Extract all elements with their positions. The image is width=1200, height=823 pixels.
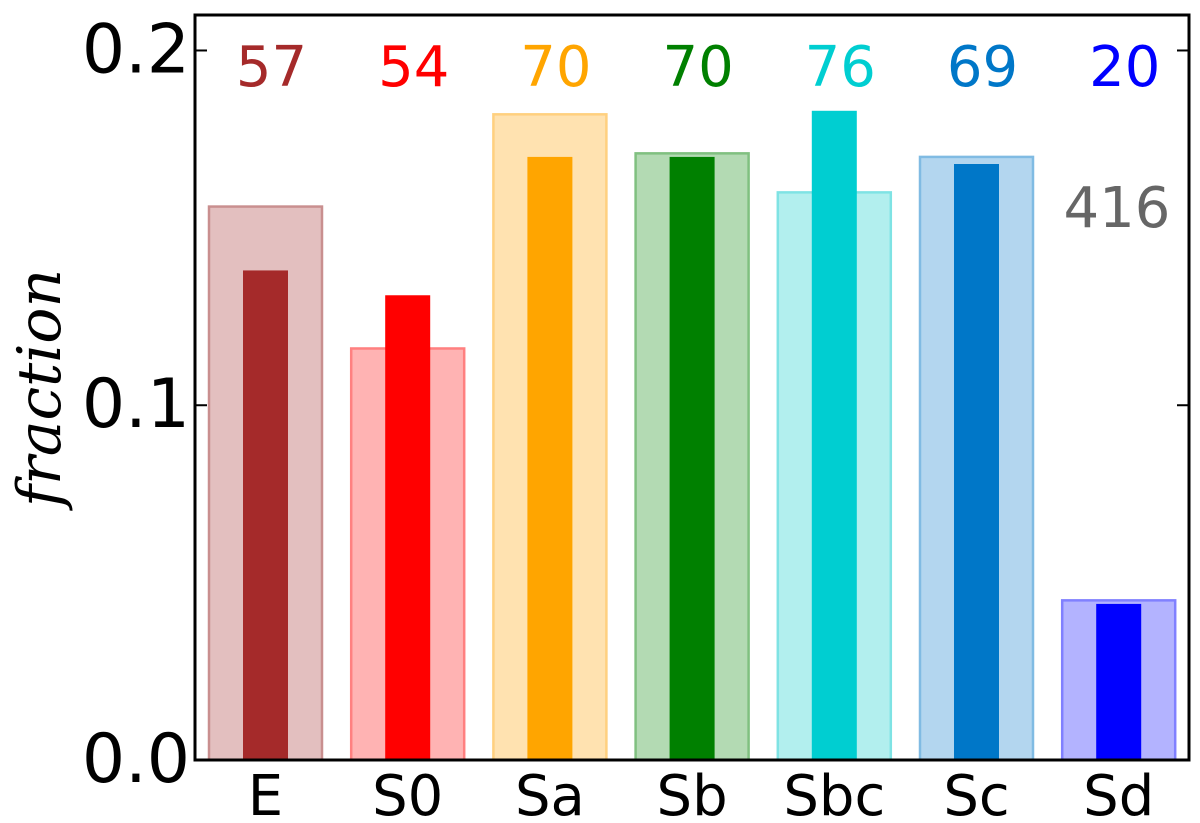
count-label: 20	[1089, 35, 1160, 100]
y-axis-ticks: 0.0 0.1 0.2	[82, 10, 1189, 799]
y-tick-label: 0.0	[82, 720, 190, 799]
x-tick-label: Sd	[1083, 764, 1154, 823]
solid-bars-group	[243, 110, 1142, 761]
count-label: 57	[236, 35, 307, 100]
solid-bar-sc	[954, 164, 999, 760]
x-tick-label: Sc	[943, 764, 1009, 823]
y-axis-label: fraction	[5, 269, 75, 511]
plot-frame	[193, 13, 1191, 762]
solid-bar-sb	[669, 156, 715, 760]
x-axis-labels: E S0 Sa Sb Sbc Sc Sd	[248, 764, 1154, 823]
solid-bar-sa	[527, 156, 573, 760]
solid-bar-s0	[385, 295, 431, 760]
x-tick-label: E	[248, 764, 283, 823]
y-tick-label: 0.1	[82, 365, 190, 444]
count-label: 76	[805, 35, 876, 100]
x-tick-label: Sbc	[783, 764, 885, 823]
y-tick-label: 0.2	[82, 10, 190, 89]
solid-bar-sd	[1096, 603, 1142, 760]
solid-bar-sbc	[811, 110, 857, 761]
x-tick-label: S0	[372, 764, 443, 823]
count-label: 70	[662, 35, 733, 100]
count-label: 70	[520, 35, 591, 100]
count-label: 69	[947, 35, 1018, 100]
solid-bar-e	[243, 270, 288, 760]
count-labels: 57 54 70 70 76 69 20	[236, 35, 1160, 100]
count-label: 54	[378, 35, 449, 100]
x-tick-label: Sa	[515, 764, 585, 823]
total-count-label: 416	[1064, 176, 1171, 241]
x-tick-label: Sb	[657, 764, 728, 823]
